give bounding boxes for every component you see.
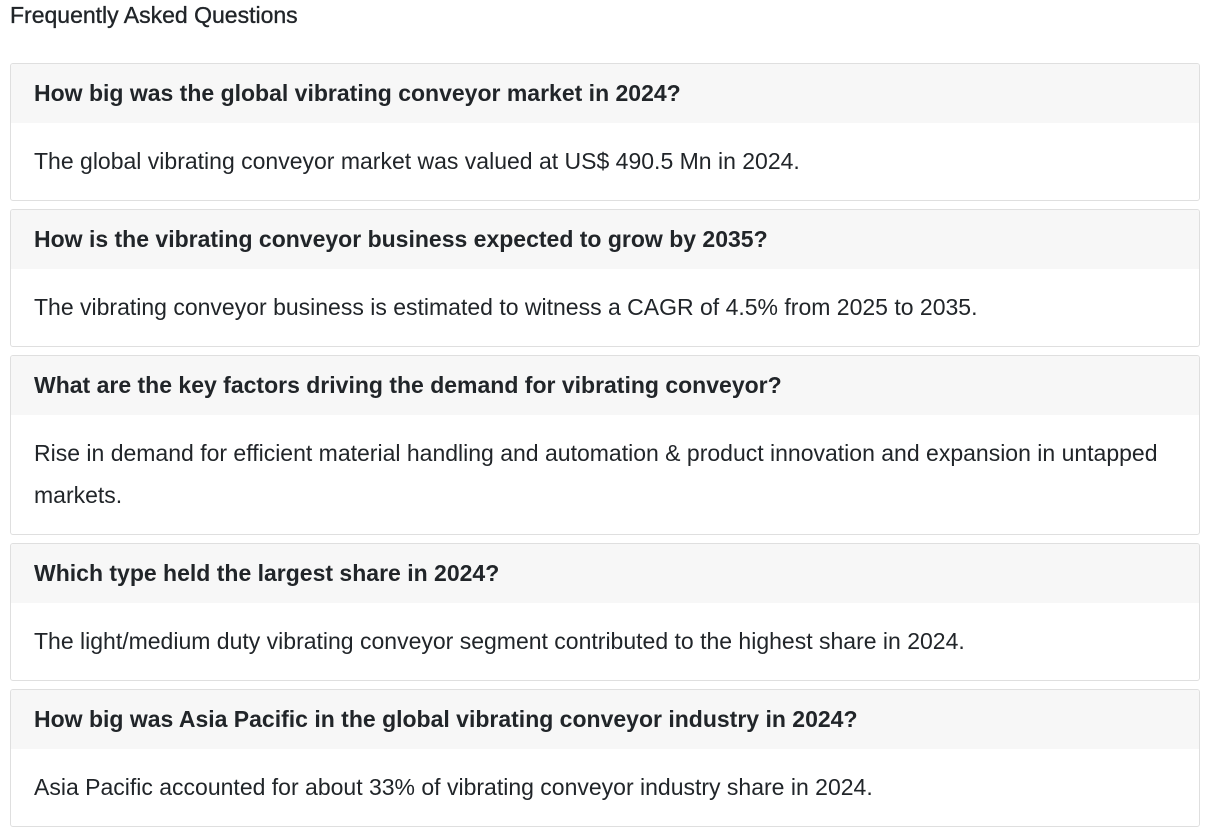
faq-item-2: How is the vibrating conveyor business e…	[10, 209, 1200, 347]
faq-answer-3: Rise in demand for efficient material ha…	[34, 440, 1158, 508]
faq-question-4[interactable]: Which type held the largest share in 202…	[11, 544, 1199, 603]
faq-question-5[interactable]: How big was Asia Pacific in the global v…	[11, 690, 1199, 749]
faq-answer-5: Asia Pacific accounted for about 33% of …	[34, 774, 873, 800]
faq-item-1: How big was the global vibrating conveyo…	[10, 63, 1200, 201]
faq-question-3[interactable]: What are the key factors driving the dem…	[11, 356, 1199, 415]
faq-item-4: Which type held the largest share in 202…	[10, 543, 1200, 681]
faq-answer-2: The vibrating conveyor business is estim…	[34, 294, 978, 320]
faq-item-3: What are the key factors driving the dem…	[10, 355, 1200, 535]
faq-item-5: How big was Asia Pacific in the global v…	[10, 689, 1200, 827]
faq-section-title: Frequently Asked Questions	[10, 2, 298, 28]
faq-answer-1: The global vibrating conveyor market was…	[34, 148, 800, 174]
faq-list: How big was the global vibrating conveyo…	[10, 63, 1200, 835]
faq-question-1[interactable]: How big was the global vibrating conveyo…	[11, 64, 1199, 123]
faq-question-2[interactable]: How is the vibrating conveyor business e…	[11, 210, 1199, 269]
faq-answer-4: The light/medium duty vibrating conveyor…	[34, 628, 965, 654]
